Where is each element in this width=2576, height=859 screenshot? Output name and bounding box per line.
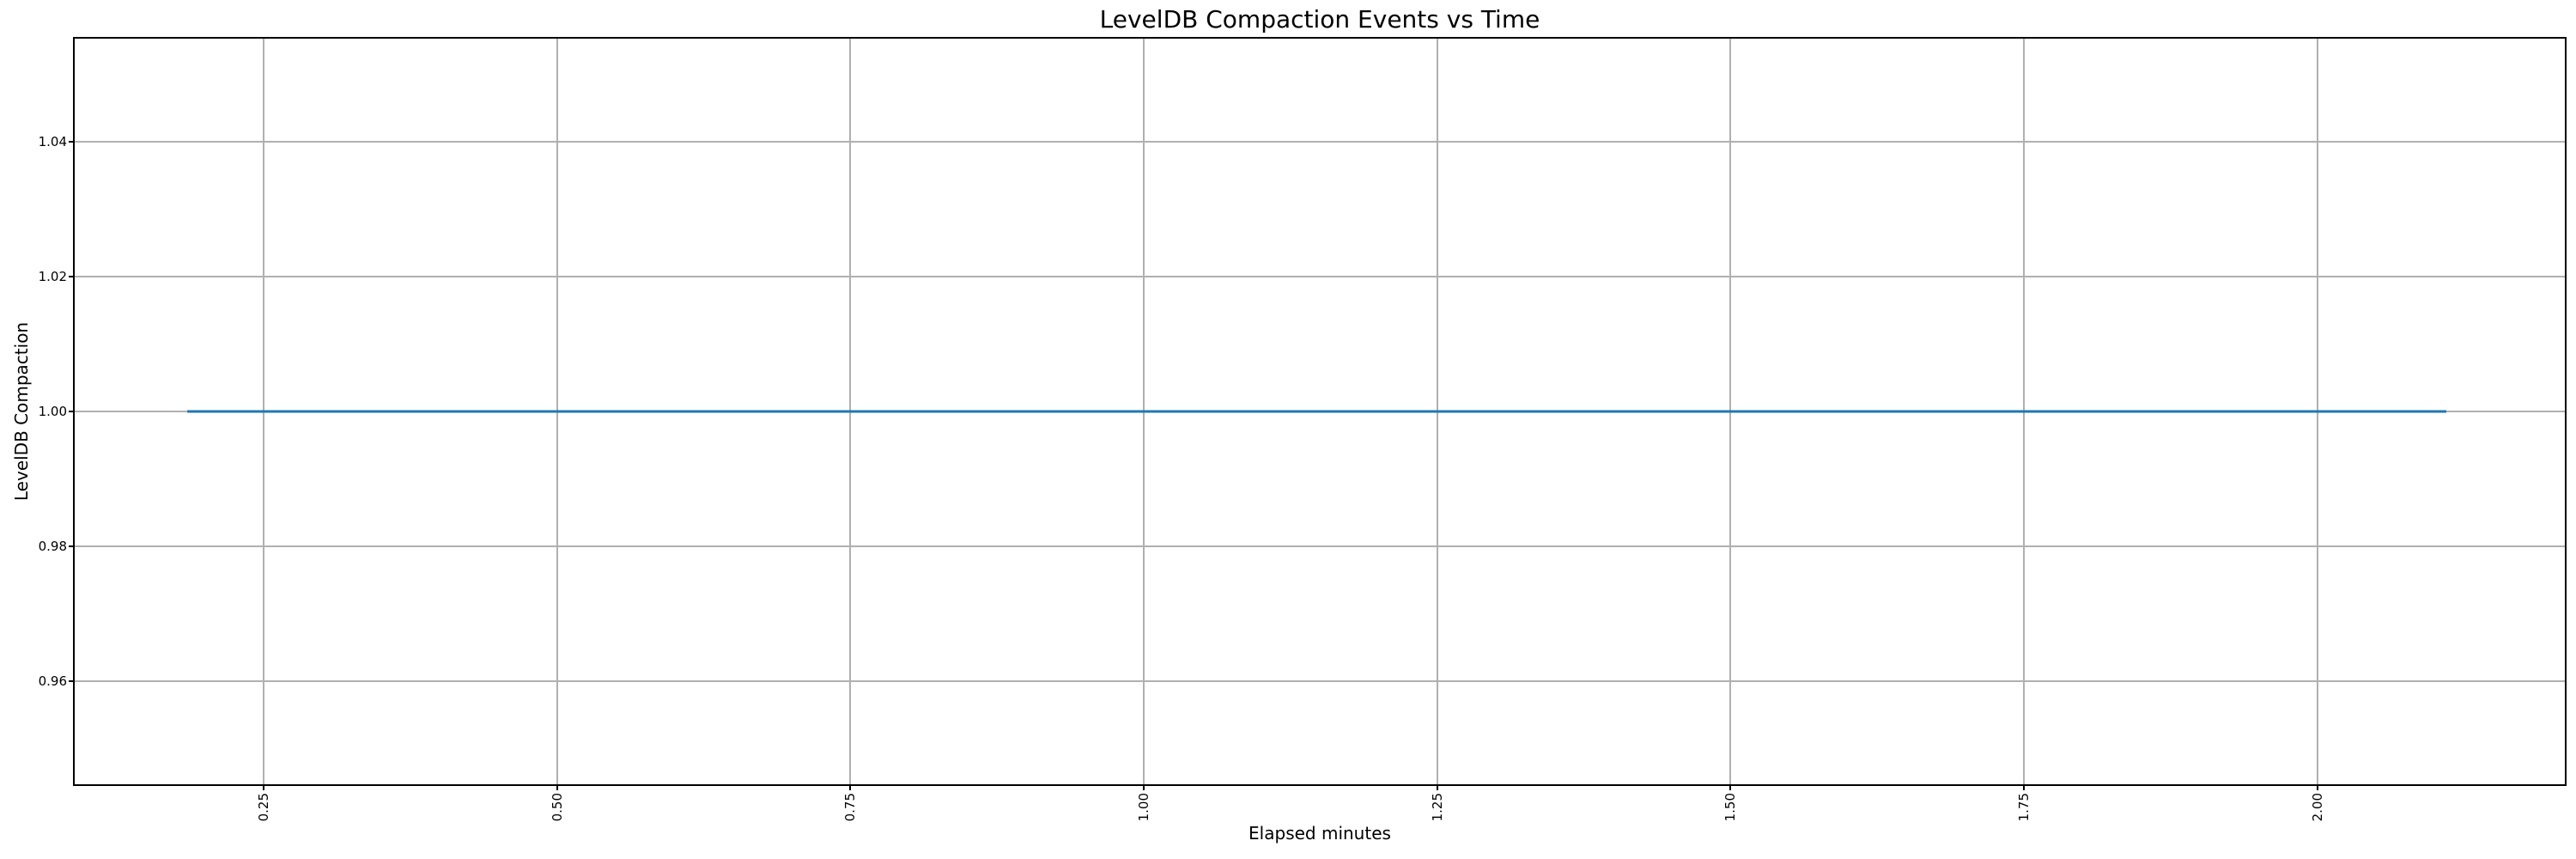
chart-title: LevelDB Compaction Events vs Time [1099, 5, 1540, 34]
x-tick-label: 2.00 [2309, 793, 2325, 822]
x-tick-mark [556, 784, 558, 790]
x-tick-label: 0.75 [842, 793, 859, 822]
x-axis-label: Elapsed minutes [1249, 823, 1391, 844]
y-gridline [75, 276, 2565, 278]
y-tick-label: 1.00 [38, 404, 67, 419]
y-gridline [75, 545, 2565, 547]
x-tick-label: 0.50 [549, 793, 565, 822]
y-tick-mark [69, 545, 75, 547]
y-gridline [75, 679, 2565, 682]
x-tick-label: 1.75 [2015, 793, 2032, 822]
x-tick-mark [263, 784, 265, 790]
y-tick-label: 0.98 [38, 538, 67, 554]
y-tick-label: 1.04 [38, 134, 67, 150]
x-tick-label: 0.25 [256, 793, 272, 822]
x-tick-mark [849, 784, 852, 790]
y-tick-mark [69, 276, 75, 278]
y-tick-label: 0.96 [38, 673, 67, 689]
y-tick-mark [69, 411, 75, 412]
x-tick-mark [1143, 784, 1145, 790]
series-layer [187, 410, 2446, 413]
x-tick-mark [2022, 784, 2025, 790]
y-tick-mark [69, 141, 75, 143]
x-tick-mark [2316, 784, 2318, 790]
y-tick-mark [69, 679, 75, 682]
y-gridline [75, 141, 2565, 143]
x-tick-label: 1.25 [1429, 793, 1445, 822]
x-tick-mark [1436, 784, 1438, 790]
y-axis-label: LevelDB Compaction [11, 321, 32, 502]
y-tick-label: 1.02 [38, 269, 67, 285]
x-tick-label: 1.50 [1722, 793, 1739, 822]
plot-area [73, 37, 2567, 786]
x-tick-label: 1.00 [1136, 793, 1151, 822]
x-tick-mark [1729, 784, 1732, 790]
